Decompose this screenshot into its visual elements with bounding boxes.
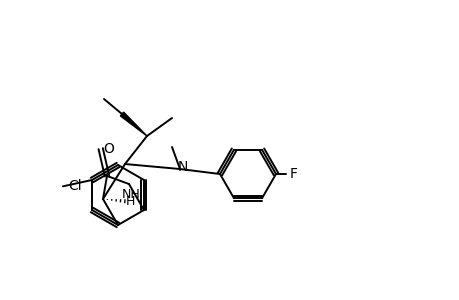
Text: O: O [103, 142, 114, 156]
Text: H: H [126, 195, 135, 208]
Text: F: F [289, 167, 297, 181]
Polygon shape [120, 112, 147, 136]
Text: N: N [178, 160, 188, 174]
Text: Cl: Cl [68, 179, 82, 193]
Text: NH: NH [121, 188, 140, 200]
